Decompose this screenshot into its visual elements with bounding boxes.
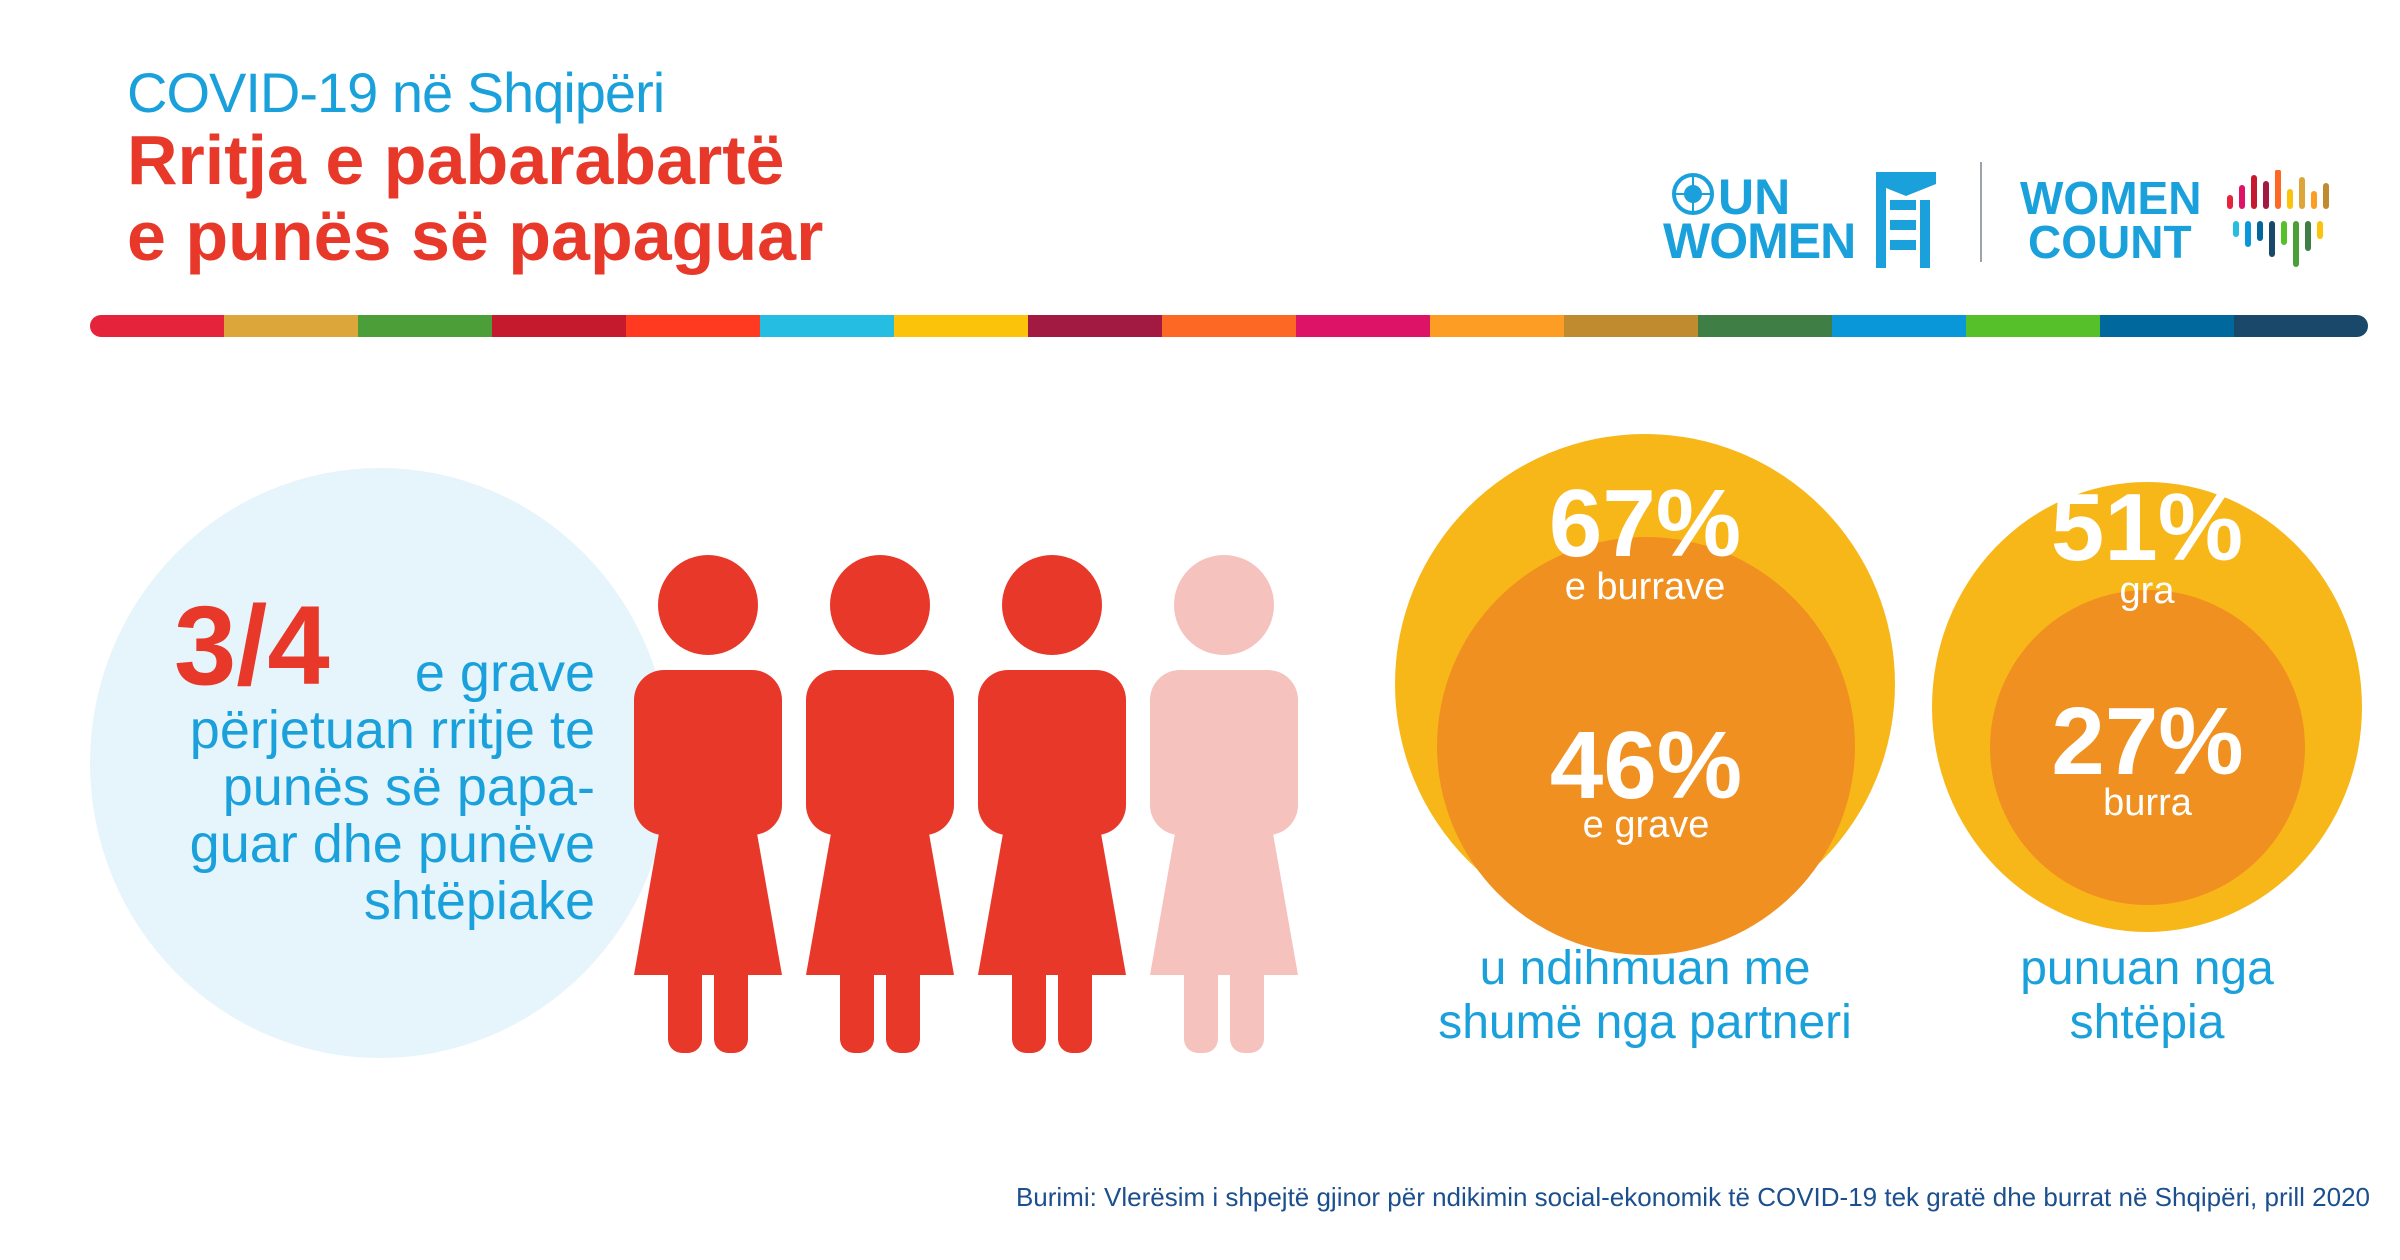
help-caption-line-2: shumë nga partneri bbox=[1438, 996, 1852, 1049]
stripe-segment bbox=[1430, 315, 1564, 337]
woman-figure-icon bbox=[978, 555, 1126, 1053]
fraction-caption-line-3: punës së papa- bbox=[222, 757, 595, 817]
women-count-logo-line-2: COUNT bbox=[2028, 216, 2192, 268]
header-title-line-2: e punës së papaguar bbox=[127, 197, 824, 275]
bars-icon bbox=[2227, 170, 2329, 267]
men-helped-label: e burrave bbox=[1564, 566, 1726, 608]
header-title: Rritja e pabarabartë e punës së papaguar bbox=[127, 122, 823, 274]
men-home-label: burra bbox=[2103, 782, 2192, 824]
women-home-percent: 51% bbox=[2050, 474, 2244, 581]
stripe-segment bbox=[626, 315, 760, 337]
fraction-caption: e grave përjetuan rritje te punës së pap… bbox=[120, 645, 595, 930]
men-home-percent: 27% bbox=[2051, 688, 2244, 795]
women-figures-pictogram bbox=[634, 555, 1298, 1053]
women-helped-circle bbox=[1437, 537, 1855, 955]
stripe-segment bbox=[224, 315, 358, 337]
stripe-segment bbox=[1296, 315, 1430, 337]
stripe-segment bbox=[2100, 315, 2234, 337]
un-women-logo: UN WOMEN bbox=[1663, 170, 1936, 269]
sdg-color-stripe bbox=[90, 315, 2368, 337]
women-helped-label: e grave bbox=[1582, 804, 1710, 846]
stripe-segment bbox=[1028, 315, 1162, 337]
stripe-segment bbox=[492, 315, 626, 337]
home-caption: punuan nga shtëpia bbox=[1932, 942, 2362, 1050]
stripe-segment bbox=[894, 315, 1028, 337]
women-count-logo: WOMEN COUNT bbox=[2020, 170, 2329, 268]
stripe-segment bbox=[2234, 315, 2368, 337]
stripe-segment bbox=[90, 315, 224, 337]
stripe-segment bbox=[1966, 315, 2100, 337]
women-count-logo-line-1: WOMEN bbox=[2020, 172, 2201, 224]
woman-figure-icon bbox=[634, 555, 782, 1053]
stripe-segment bbox=[760, 315, 894, 337]
un-emblem-icon bbox=[1672, 173, 1714, 215]
women-home-label: gra bbox=[2119, 570, 2175, 612]
header-subtitle: COVID-19 në Shqipëri bbox=[127, 61, 665, 124]
women-helped-percent: 46% bbox=[1549, 712, 1743, 819]
help-caption-line-1: u ndihmuan me bbox=[1479, 942, 1811, 995]
un-women-logo-line-2: WOMEN bbox=[1663, 213, 1855, 269]
fraction-stat: 3/4 bbox=[174, 583, 330, 708]
men-helped-percent: 67% bbox=[1548, 470, 1742, 577]
stripe-segment bbox=[1698, 315, 1832, 337]
logo-divider bbox=[1980, 162, 1982, 262]
source-note: Burimi: Vlerësim i shpejtë gjinor për nd… bbox=[1015, 1182, 2370, 1212]
stripe-segment bbox=[1832, 315, 1966, 337]
fraction-caption-line-2: përjetuan rritje te bbox=[189, 700, 595, 760]
fraction-caption-line-4: guar dhe punëve bbox=[189, 814, 595, 874]
un-women-symbol-icon bbox=[1876, 172, 1936, 268]
highlight-bubble bbox=[90, 468, 670, 1058]
stripe-segment bbox=[1564, 315, 1698, 337]
woman-figure-faded-icon bbox=[1150, 555, 1298, 1053]
stripe-segment bbox=[358, 315, 492, 337]
stripe-segment bbox=[1162, 315, 1296, 337]
men-home-circle bbox=[1990, 590, 2305, 905]
header-title-line-1: Rritja e pabarabartë bbox=[127, 121, 785, 199]
woman-figure-icon bbox=[806, 555, 954, 1053]
help-caption: u ndihmuan me shumë nga partneri bbox=[1370, 942, 1920, 1050]
un-women-logo-line-1: UN bbox=[1718, 170, 1790, 225]
home-caption-line-1: punuan nga bbox=[2020, 942, 2274, 995]
fraction-caption-line-1: e grave bbox=[414, 643, 595, 703]
fraction-caption-line-5: shtëpiake bbox=[363, 871, 595, 931]
home-caption-line-2: shtëpia bbox=[2069, 996, 2225, 1049]
